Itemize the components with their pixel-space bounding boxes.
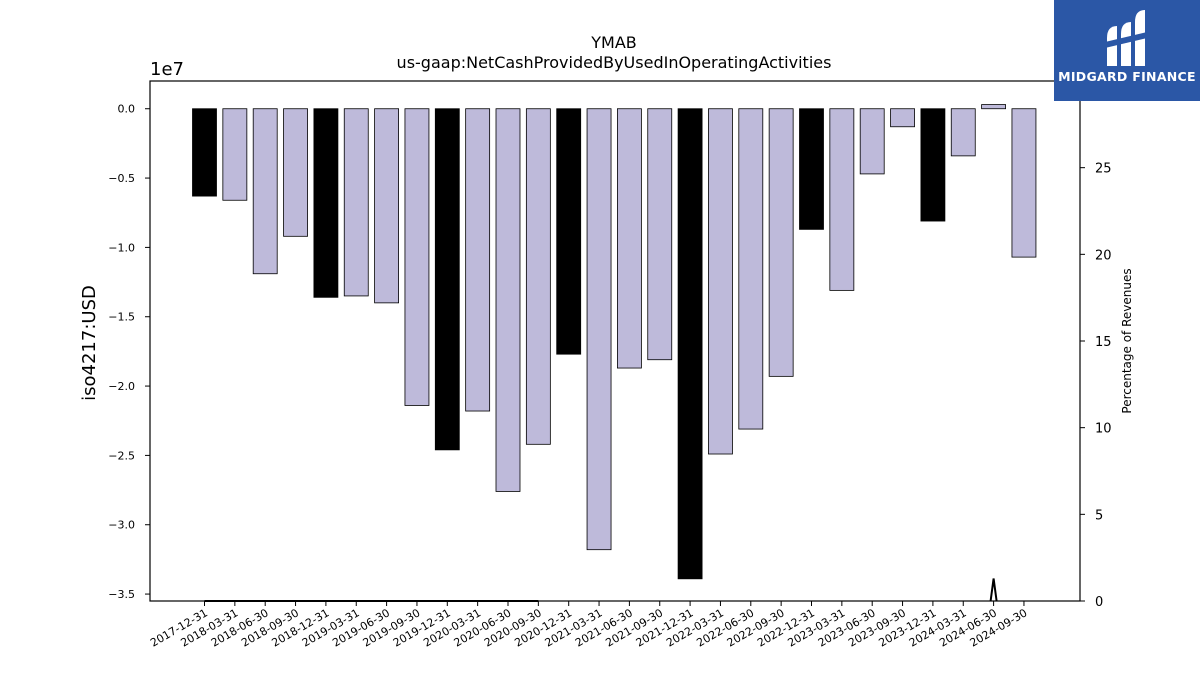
bar [738, 108, 764, 430]
logo-text: MIDGARD FINANCE [1058, 69, 1196, 84]
y2-tick-label: 5 [1095, 508, 1103, 523]
title-group: YMAB us-gaap:NetCashProvidedByUsedInOper… [397, 33, 832, 72]
bar [283, 108, 308, 237]
y2-tick-label: 10 [1095, 422, 1112, 437]
bar [920, 108, 946, 222]
y-tick-label: −2.0 [108, 380, 135, 393]
bar [525, 108, 551, 445]
y2-tick-label: 25 [1095, 162, 1112, 177]
bar [343, 108, 369, 297]
bar [192, 108, 217, 197]
bar [617, 108, 642, 369]
bar [799, 108, 824, 230]
percentage-layer [204, 578, 998, 602]
y-offset-label: 1e7 [150, 59, 184, 80]
bar [404, 108, 430, 406]
y2-tick-label: 15 [1095, 335, 1112, 350]
y-tick-label: −3.5 [108, 588, 135, 601]
percentage-spike [989, 578, 998, 602]
logo-mark-icon [1105, 10, 1147, 66]
y-axis-label: iso4217:USD [79, 285, 100, 401]
y-tick-label: −2.5 [108, 449, 135, 462]
y-tick-label: −1.0 [108, 241, 135, 254]
bar [829, 108, 855, 291]
bar [890, 108, 915, 128]
bar [495, 108, 521, 492]
bar [586, 108, 612, 551]
bar [768, 108, 794, 377]
y2-axis-label: Percentage of Revenues [1120, 268, 1134, 413]
y-tick-label: −1.5 [108, 311, 135, 324]
bar [465, 108, 491, 412]
y-tick-label: −0.5 [108, 172, 135, 185]
chart-title: YMAB [590, 33, 637, 52]
bar [222, 108, 248, 201]
bar [252, 108, 278, 275]
bars-layer [192, 104, 1037, 580]
bar [1011, 108, 1037, 258]
bar [647, 108, 673, 361]
bar [950, 108, 976, 157]
y2-tick-label: 0 [1095, 595, 1103, 610]
bar [859, 108, 885, 175]
y-tick-label: −3.0 [108, 519, 135, 532]
bar [313, 108, 339, 298]
bar [556, 108, 582, 355]
bar [434, 108, 460, 451]
y2-tick-label: 20 [1095, 248, 1112, 263]
chart-subtitle: us-gaap:NetCashProvidedByUsedInOperating… [397, 53, 832, 72]
bar [981, 104, 1006, 110]
bar [374, 108, 400, 304]
bar [677, 108, 703, 580]
y-tick-label: 0.0 [118, 103, 136, 116]
midgard-finance-logo: MIDGARD FINANCE [1054, 0, 1200, 101]
bar [708, 108, 733, 455]
